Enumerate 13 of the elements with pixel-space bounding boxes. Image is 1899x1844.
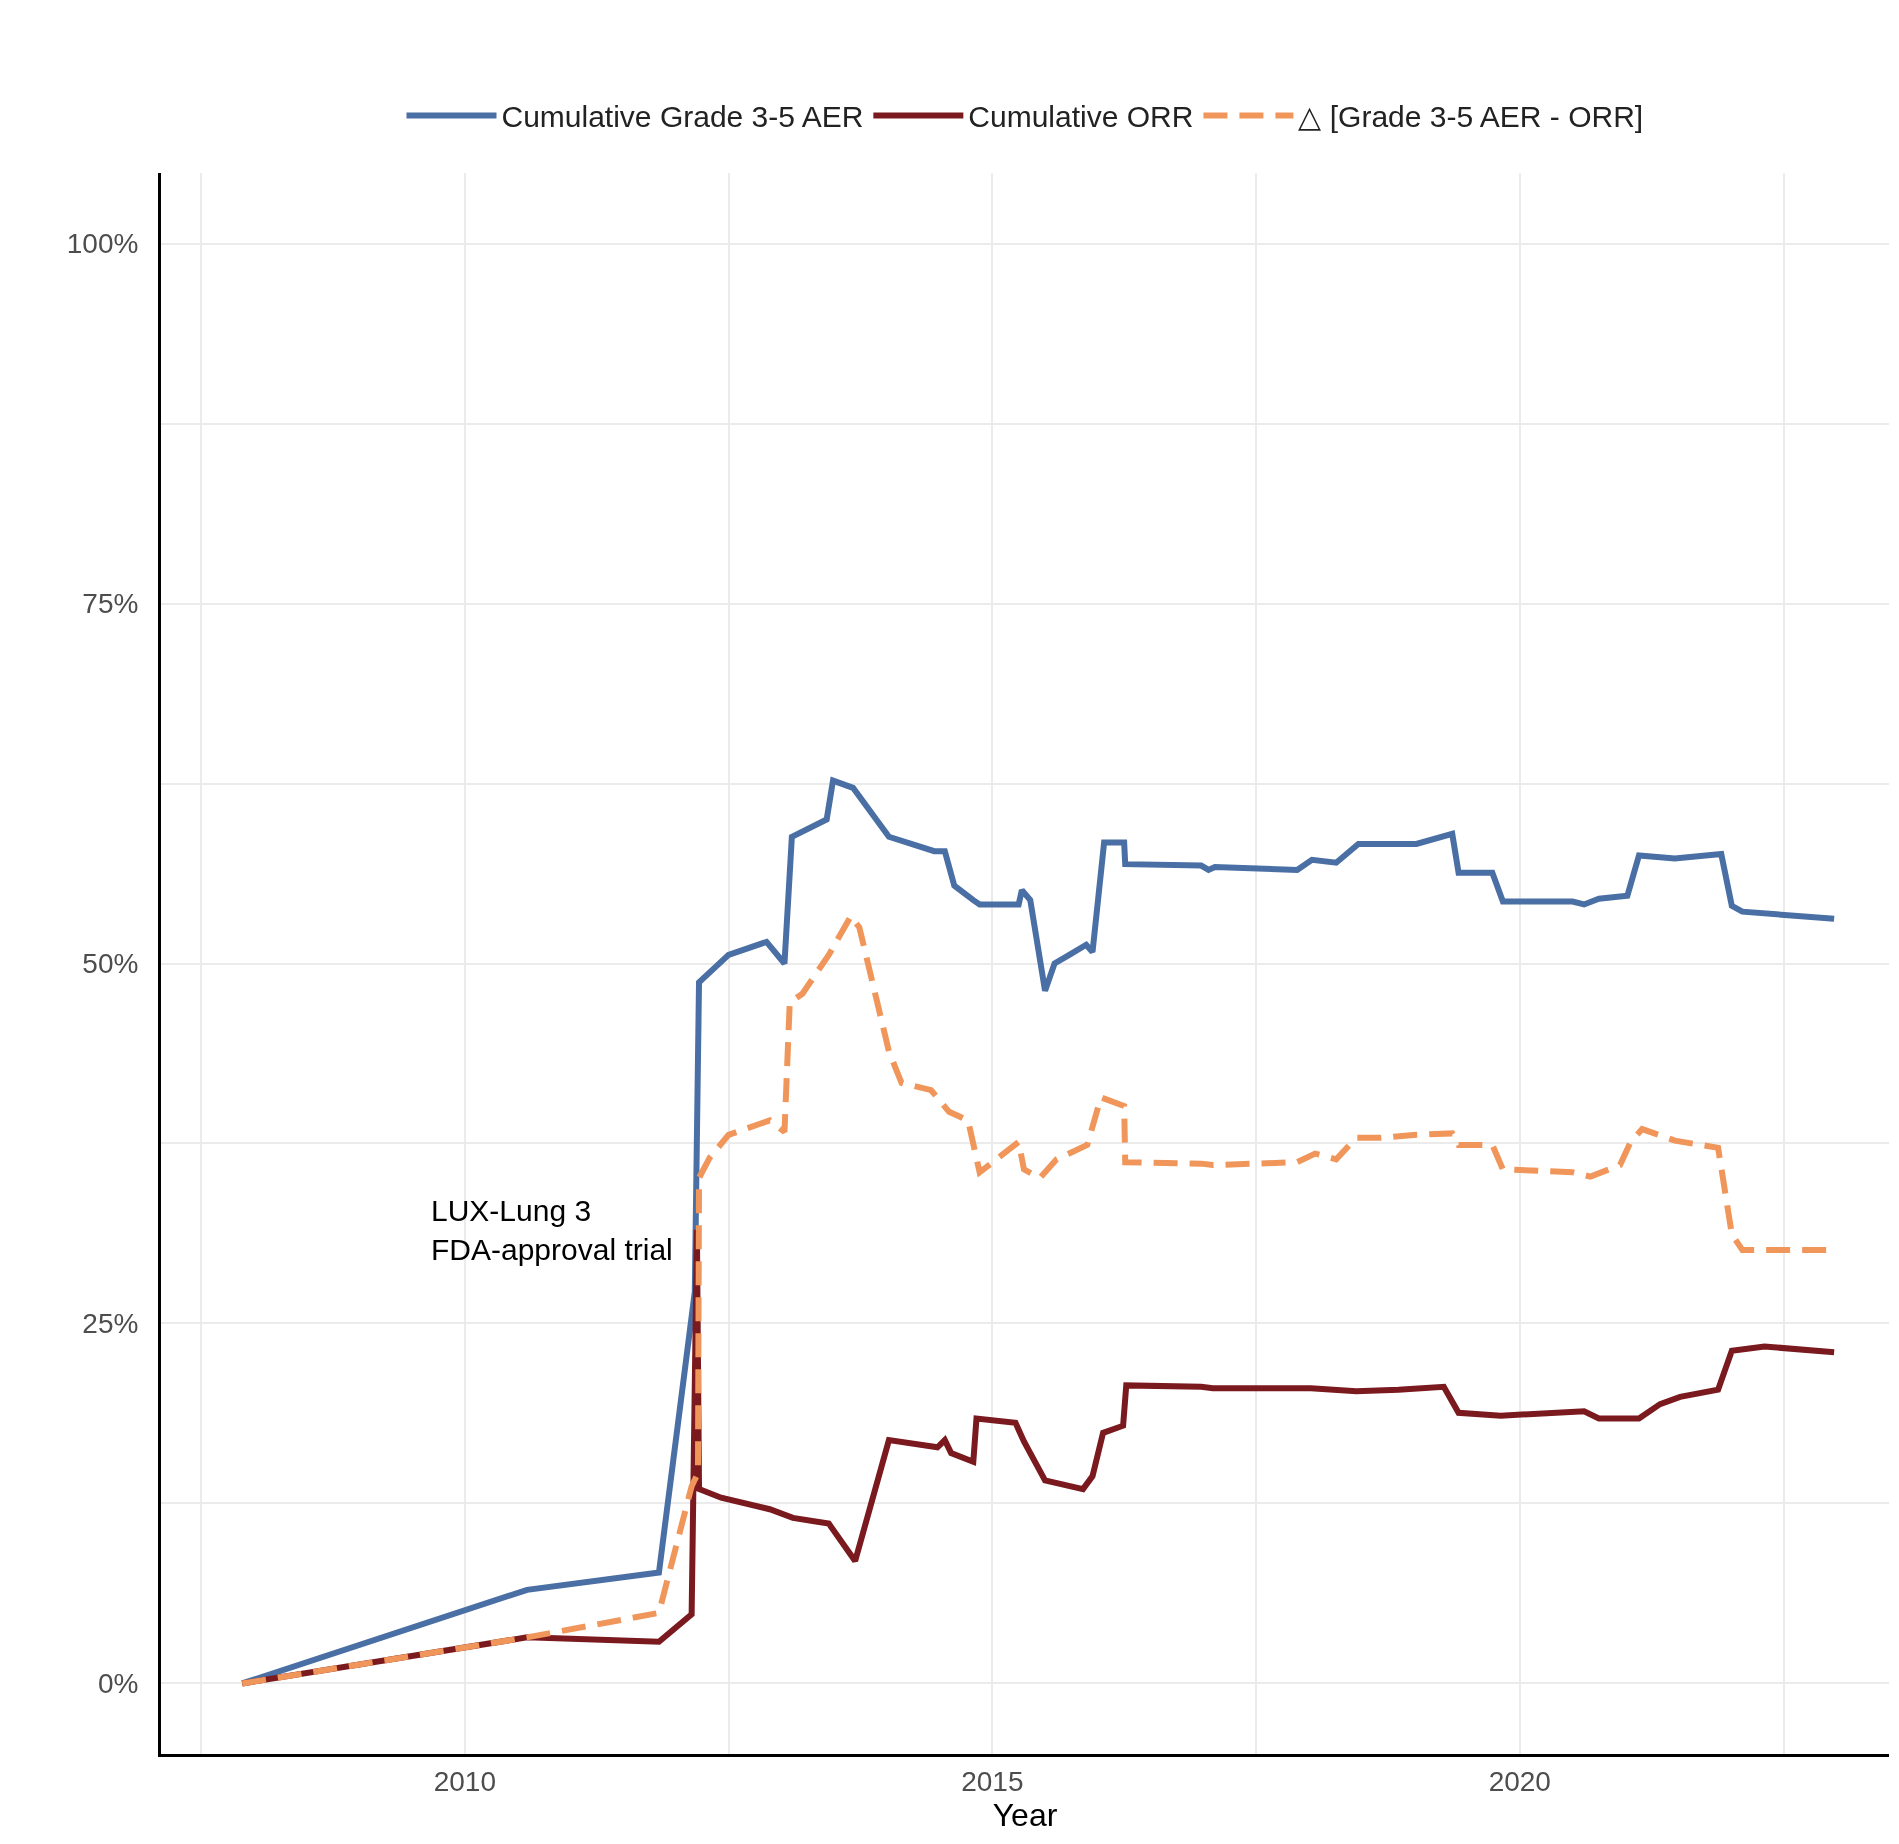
y-tick-label: 25% bbox=[82, 1308, 139, 1340]
legend-label: △ [Grade 3-5 AER - ORR] bbox=[1298, 100, 1644, 134]
annotation: LUX-Lung 3 FDA-approval trial bbox=[431, 1194, 673, 1266]
x-tick-label: 2020 bbox=[1488, 1765, 1551, 1797]
y-tick-label: 50% bbox=[82, 948, 139, 980]
x-axis-title: Year bbox=[992, 1796, 1058, 1833]
legend-label: Cumulative ORR bbox=[968, 100, 1194, 134]
legend-label: Cumulative Grade 3-5 AER bbox=[501, 100, 864, 134]
y-tick-label: 75% bbox=[82, 588, 139, 620]
x-tick-label: 2015 bbox=[961, 1765, 1024, 1797]
y-tick-label: 0% bbox=[97, 1668, 139, 1700]
x-tick-label: 2010 bbox=[433, 1765, 496, 1797]
y-tick-label: 100% bbox=[66, 228, 139, 260]
